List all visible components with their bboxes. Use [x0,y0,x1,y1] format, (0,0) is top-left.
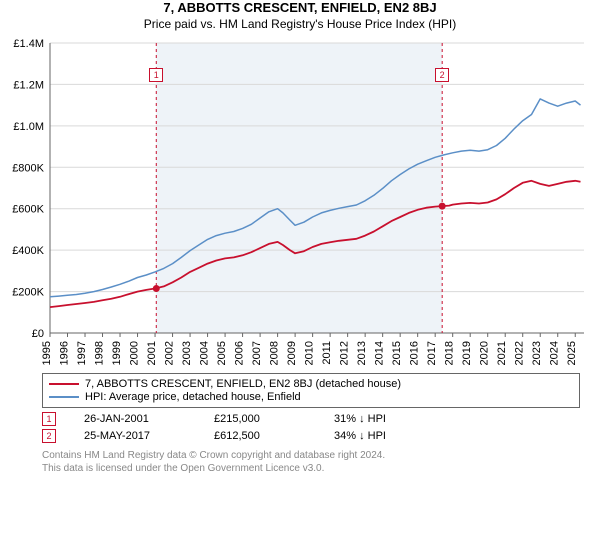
svg-text:2005: 2005 [216,341,228,365]
svg-text:2014: 2014 [374,341,386,365]
svg-text:£1.0M: £1.0M [13,121,44,133]
svg-text:2017: 2017 [426,341,438,365]
legend-label: HPI: Average price, detached house, Enfi… [85,391,301,403]
sale-marker-1: 1 [149,68,163,82]
svg-text:2002: 2002 [164,341,176,365]
svg-text:2003: 2003 [181,341,193,365]
svg-text:2020: 2020 [479,341,491,365]
svg-text:2011: 2011 [321,341,333,365]
svg-text:2019: 2019 [461,341,473,365]
svg-text:2024: 2024 [549,341,561,365]
legend-label: 7, ABBOTTS CRESCENT, ENFIELD, EN2 8BJ (d… [85,378,401,390]
svg-text:2009: 2009 [286,341,298,365]
svg-text:2008: 2008 [269,341,281,365]
sale-price: £215,000 [214,413,334,425]
sale-diff: 31% ↓ HPI [334,413,454,425]
sale-marker-badge: 1 [42,412,56,426]
sale-date: 25-MAY-2017 [84,430,214,442]
legend-swatch [49,396,79,398]
svg-text:2010: 2010 [304,341,316,365]
svg-text:2006: 2006 [234,341,246,365]
svg-text:2013: 2013 [356,341,368,365]
svg-text:2000: 2000 [129,341,141,365]
footer-text: Contains HM Land Registry data © Crown c… [42,449,580,475]
legend: 7, ABBOTTS CRESCENT, ENFIELD, EN2 8BJ (d… [42,373,580,408]
svg-text:2007: 2007 [251,341,263,365]
footer-line-2: This data is licensed under the Open Gov… [42,462,580,475]
sale-marker-2: 2 [435,68,449,82]
svg-text:£1.2M: £1.2M [13,79,44,91]
svg-text:2001: 2001 [146,341,158,365]
svg-text:1996: 1996 [59,341,71,365]
svg-text:2016: 2016 [409,341,421,365]
line-chart: £0 £200K £400K £600K £800K £1.0M £1.2M £1.4M 199… [8,37,592,367]
sale-row: 1 26-JAN-2001£215,00031% ↓ HPI [42,412,580,426]
chart-title: 7, ABBOTTS CRESCENT, ENFIELD, EN2 8BJ [0,0,600,15]
svg-text:2023: 2023 [531,341,543,365]
legend-swatch [49,383,79,385]
sale-price: £612,500 [214,430,334,442]
svg-text:2004: 2004 [199,341,211,365]
svg-text:2015: 2015 [391,341,403,365]
sales-table: 1 26-JAN-2001£215,00031% ↓ HPI 2 25-MAY-201… [42,412,580,443]
svg-text:£200K: £200K [12,287,44,299]
chart-subtitle: Price paid vs. HM Land Registry's House … [0,17,600,31]
svg-text:2012: 2012 [339,341,351,365]
svg-text:£1.4M: £1.4M [13,38,44,50]
svg-text:2025: 2025 [566,341,578,365]
svg-text:£0: £0 [32,328,44,340]
footer-line-1: Contains HM Land Registry data © Crown c… [42,449,580,462]
svg-text:2018: 2018 [444,341,456,365]
svg-text:1999: 1999 [111,341,123,365]
svg-text:£600K: £600K [12,204,44,216]
sale-row: 2 25-MAY-2017£612,50034% ↓ HPI [42,429,580,443]
svg-text:£400K: £400K [12,245,44,257]
svg-text:£800K: £800K [12,162,44,174]
chart-area: £0 £200K £400K £600K £800K £1.0M £1.2M £1.4M 199… [8,37,592,367]
sale-diff: 34% ↓ HPI [334,430,454,442]
svg-text:2021: 2021 [496,341,508,365]
legend-row: 7, ABBOTTS CRESCENT, ENFIELD, EN2 8BJ (d… [49,378,573,390]
svg-text:1997: 1997 [76,341,88,365]
legend-row: HPI: Average price, detached house, Enfi… [49,391,573,403]
sale-marker-badge: 2 [42,429,56,443]
svg-text:1995: 1995 [41,341,53,365]
svg-text:2022: 2022 [514,341,526,365]
svg-text:1998: 1998 [94,341,106,365]
sale-date: 26-JAN-2001 [84,413,214,425]
